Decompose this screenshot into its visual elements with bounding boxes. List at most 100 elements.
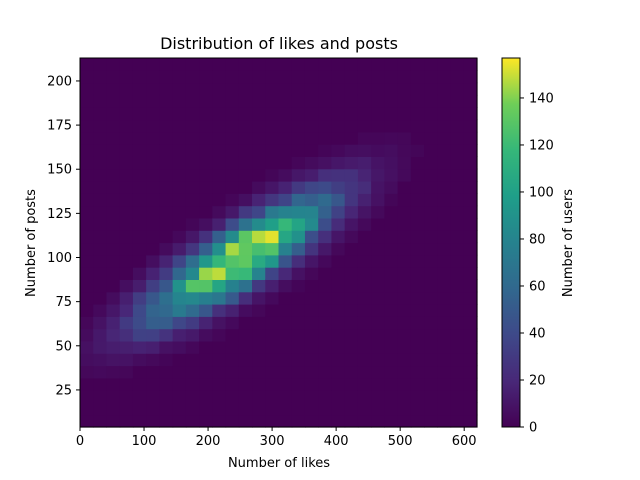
heatmap-cell	[106, 291, 121, 305]
x-tick-label: 500	[388, 434, 413, 449]
heatmap-cell	[424, 181, 438, 194]
heatmap-cell	[304, 353, 319, 367]
heatmap-cell	[450, 328, 465, 342]
heatmap-cell	[265, 107, 280, 121]
heatmap-cell	[185, 390, 200, 403]
heatmap-cell	[291, 193, 306, 207]
heatmap-cell	[119, 353, 134, 367]
heatmap-cell	[199, 242, 213, 256]
heatmap-cell	[424, 168, 438, 182]
heatmap-cell	[463, 390, 478, 403]
heatmap-cell	[304, 230, 319, 244]
heatmap-cell	[463, 107, 478, 121]
heatmap-cell	[397, 156, 412, 170]
heatmap-cell	[132, 304, 147, 317]
heatmap-cell	[437, 181, 452, 194]
heatmap-cell	[80, 402, 94, 416]
heatmap-cell	[304, 402, 319, 416]
heatmap-cell	[384, 156, 399, 170]
heatmap-cell	[159, 365, 174, 379]
heatmap-cell	[318, 242, 333, 256]
heatmap-cell	[93, 217, 108, 231]
heatmap-cell	[265, 414, 280, 428]
heatmap-cell	[450, 58, 465, 71]
heatmap-cell	[437, 217, 452, 231]
heatmap-cell	[371, 144, 385, 157]
heatmap-cell	[93, 144, 108, 157]
heatmap-cell	[344, 316, 359, 330]
heatmap-cell	[344, 267, 359, 280]
heatmap-cell	[450, 82, 465, 96]
heatmap-cell	[424, 353, 438, 367]
heatmap-cell	[225, 279, 240, 293]
heatmap-cell	[318, 316, 333, 330]
heatmap-cell	[225, 82, 240, 96]
heatmap-cell	[146, 168, 160, 182]
heatmap-cell	[132, 328, 147, 342]
heatmap-cell	[106, 254, 121, 268]
heatmap-cell	[278, 230, 293, 244]
heatmap-cell	[463, 267, 478, 280]
heatmap-cell	[450, 70, 465, 84]
heatmap-cell	[212, 107, 227, 121]
heatmap-cell	[93, 316, 108, 330]
heatmap-cell	[463, 242, 478, 256]
heatmap-cell	[331, 217, 346, 231]
heatmap-cell	[185, 291, 200, 305]
heatmap-cell	[410, 414, 425, 428]
heatmap-cell	[410, 144, 425, 157]
heatmap-cell	[371, 181, 385, 194]
heatmap-cell	[119, 279, 134, 293]
heatmap-cell	[106, 242, 121, 256]
heatmap-cell	[357, 205, 372, 219]
heatmap-cell	[212, 230, 227, 244]
heatmap-cell	[278, 254, 293, 268]
heatmap-cell	[252, 377, 266, 391]
heatmap-cell	[238, 353, 253, 367]
heatmap-cell	[199, 94, 213, 108]
heatmap-cell	[371, 193, 385, 207]
heatmap-cell	[410, 353, 425, 367]
heatmap-cell	[331, 365, 346, 379]
heatmap-cell	[318, 377, 333, 391]
heatmap-cell	[93, 353, 108, 367]
heatmap-cell	[159, 340, 174, 354]
heatmap-cell	[278, 70, 293, 84]
heatmap-cell	[132, 365, 147, 379]
heatmap-cell	[80, 316, 94, 330]
heatmap-cell	[344, 414, 359, 428]
heatmap-cell	[357, 168, 372, 182]
heatmap-cell	[146, 82, 160, 96]
heatmap-cell	[199, 365, 213, 379]
heatmap-cell	[146, 230, 160, 244]
heatmap-cell	[397, 181, 412, 194]
heatmap-cell	[238, 377, 253, 391]
heatmap-cell	[106, 156, 121, 170]
heatmap-cell	[331, 353, 346, 367]
heatmap-cell	[463, 279, 478, 293]
heatmap-cell	[93, 94, 108, 108]
heatmap-cell	[397, 168, 412, 182]
heatmap-cell	[331, 291, 346, 305]
heatmap-cell	[397, 340, 412, 354]
heatmap-cell	[397, 94, 412, 108]
heatmap-cell	[424, 304, 438, 317]
heatmap-cell	[344, 131, 359, 145]
heatmap-cell	[397, 365, 412, 379]
heatmap-cell	[291, 58, 306, 71]
heatmap-cell	[410, 131, 425, 145]
heatmap-cell	[437, 230, 452, 244]
heatmap-cell	[265, 119, 280, 133]
heatmap-cell	[172, 230, 187, 244]
heatmap-cell	[252, 119, 266, 133]
heatmap-cell	[185, 156, 200, 170]
heatmap-cell	[357, 291, 372, 305]
heatmap-cell	[371, 58, 385, 71]
heatmap-cell	[93, 70, 108, 84]
heatmap-cell	[159, 328, 174, 342]
heatmap-cell	[384, 414, 399, 428]
heatmap-cell	[331, 328, 346, 342]
heatmap-cell	[265, 353, 280, 367]
heatmap-cell	[371, 131, 385, 145]
heatmap-cell	[331, 279, 346, 293]
